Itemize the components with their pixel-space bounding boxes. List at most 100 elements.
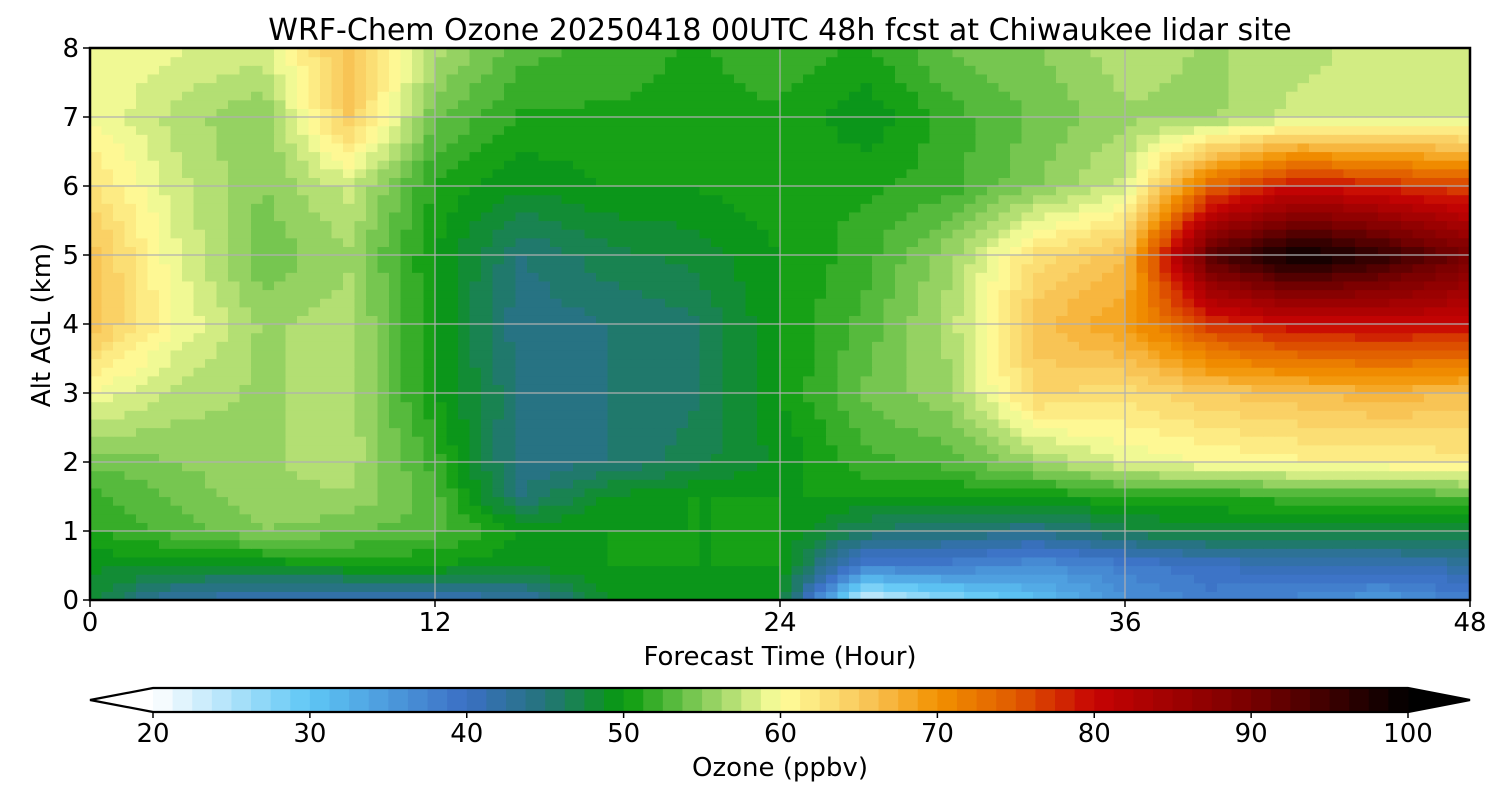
ozone-cell xyxy=(1125,280,1138,291)
ozone-cell xyxy=(136,505,149,515)
ozone-cell xyxy=(1424,332,1437,342)
ozone-cell xyxy=(504,496,517,506)
ozone-cell xyxy=(481,280,494,291)
ozone-cell xyxy=(1113,298,1126,308)
ozone-cell xyxy=(504,531,517,541)
ozone-cell xyxy=(607,548,620,558)
ozone-cell xyxy=(182,393,195,403)
ozone-cell xyxy=(1079,539,1092,549)
ozone-cell xyxy=(918,574,931,584)
ozone-cell xyxy=(803,367,816,377)
ozone-cell xyxy=(918,367,931,377)
ozone-cell xyxy=(412,237,425,247)
ozone-cell xyxy=(929,255,942,265)
ozone-cell xyxy=(1343,436,1356,446)
ozone-cell xyxy=(1136,246,1149,256)
ozone-cell xyxy=(251,384,264,394)
ozone-cell xyxy=(964,298,977,308)
ozone-cell xyxy=(1067,418,1080,429)
ozone-cell xyxy=(1228,315,1241,325)
ozone-cell xyxy=(481,298,494,308)
ozone-cell xyxy=(239,436,252,446)
ozone-cell xyxy=(1447,410,1460,420)
ozone-cell xyxy=(527,496,540,506)
ozone-cell xyxy=(688,410,701,420)
ozone-cell xyxy=(1309,487,1322,498)
ozone-cell xyxy=(1458,427,1471,437)
ozone-cell xyxy=(584,591,597,601)
ozone-cell xyxy=(481,375,494,385)
ozone-cell xyxy=(182,341,195,351)
ozone-cell xyxy=(251,306,264,316)
ozone-cell xyxy=(124,401,137,411)
ozone-cell xyxy=(1067,349,1080,360)
ozone-cell xyxy=(1320,255,1333,265)
ozone-cell xyxy=(331,375,344,385)
ozone-cell xyxy=(768,539,781,549)
ozone-cell xyxy=(159,427,172,437)
ozone-cell xyxy=(1366,272,1379,282)
ozone-cell xyxy=(665,479,678,489)
ozone-cell xyxy=(872,324,885,334)
ozone-cell xyxy=(814,341,827,351)
ozone-cell xyxy=(1021,427,1034,437)
ozone-cell xyxy=(596,384,609,394)
ozone-cell xyxy=(1182,384,1195,394)
ozone-cell xyxy=(1148,341,1161,351)
ozone-cell xyxy=(849,358,862,368)
ozone-cell xyxy=(1274,263,1287,273)
ozone-cell xyxy=(1332,436,1345,446)
ozone-cell xyxy=(274,401,287,411)
ozone-cell xyxy=(193,341,206,351)
ozone-cell xyxy=(377,427,390,437)
ozone-cell xyxy=(895,384,908,394)
ozone-cell xyxy=(1102,263,1115,273)
ozone-cell xyxy=(262,444,275,454)
ozone-cell xyxy=(159,289,172,299)
ozone-cell xyxy=(1136,349,1149,360)
ozone-cell xyxy=(722,263,735,273)
ozone-cell xyxy=(262,591,275,601)
ozone-cell xyxy=(987,246,1000,256)
ozone-cell xyxy=(1148,582,1161,592)
ozone-cell xyxy=(527,479,540,489)
ozone-cell xyxy=(745,263,758,273)
ozone-cell xyxy=(734,418,747,429)
ozone-cell xyxy=(1113,255,1126,265)
ozone-cell xyxy=(768,487,781,498)
ozone-cell xyxy=(1113,496,1126,506)
ozone-cell xyxy=(837,263,850,273)
ozone-cell xyxy=(964,427,977,437)
ozone-cell xyxy=(343,341,356,351)
ozone-cell xyxy=(308,548,321,558)
ozone-cell xyxy=(1355,470,1368,480)
ozone-cell xyxy=(136,237,149,247)
ozone-cell xyxy=(860,453,873,463)
ozone-cell xyxy=(1010,574,1023,584)
ozone-cell xyxy=(1021,315,1034,325)
ozone-cell xyxy=(1251,289,1264,299)
ozone-cell xyxy=(527,324,540,334)
ozone-cell xyxy=(446,496,459,506)
ozone-cell xyxy=(1217,306,1230,316)
ozone-cell xyxy=(377,384,390,394)
ozone-cell xyxy=(389,453,402,463)
ozone-cell xyxy=(216,384,229,394)
ozone-cell xyxy=(642,246,655,256)
ozone-cell xyxy=(987,375,1000,385)
ozone-cell xyxy=(860,324,873,334)
ozone-cell xyxy=(412,401,425,411)
ozone-cell xyxy=(814,444,827,454)
ozone-cell xyxy=(964,591,977,601)
ozone-cell xyxy=(412,522,425,532)
ozone-cell xyxy=(975,358,988,368)
ozone-cell xyxy=(193,384,206,394)
ozone-cell xyxy=(1079,487,1092,498)
ozone-cell xyxy=(113,341,126,351)
ozone-cell xyxy=(998,582,1011,592)
ozone-cell xyxy=(734,479,747,489)
ozone-cell xyxy=(331,487,344,498)
ozone-cell xyxy=(412,556,425,567)
ozone-cell xyxy=(136,324,149,334)
ozone-cell xyxy=(837,349,850,360)
